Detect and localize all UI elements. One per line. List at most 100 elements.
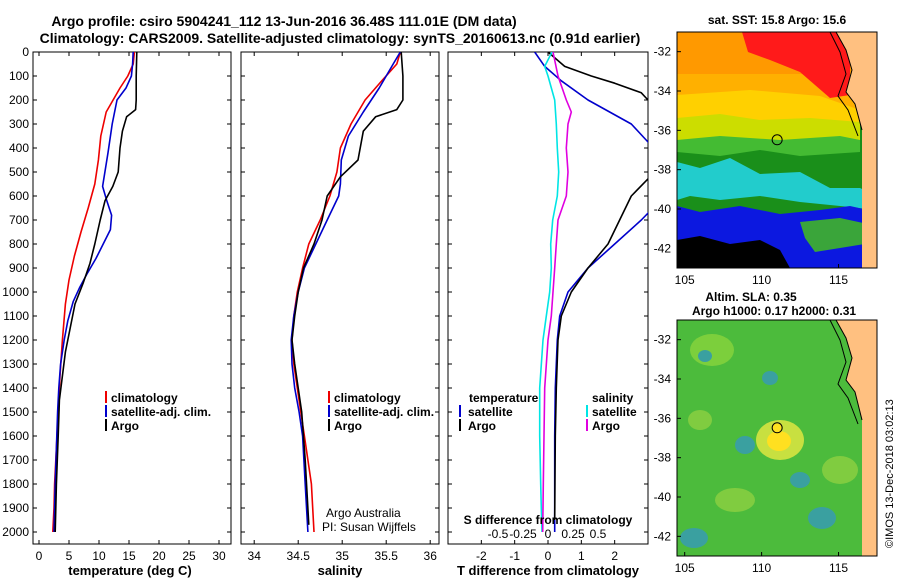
salinity-x-axis: 34 34.5 35 35.5 36 [248,52,438,563]
y-tick-label: 1200 [2,333,29,347]
difference-panel-frame [447,51,649,545]
x-tick-label: 35 [336,549,350,563]
x-tick-label: 15 [122,549,136,563]
s-tick-label: 0.25 [561,527,585,541]
map-y-tick-label: -34 [654,84,672,98]
map-y-tick-label: -40 [654,202,672,216]
map-y-tick-label: -40 [654,490,672,504]
title-line-1: Argo profile: csiro 5904241_112 13-Jun-2… [51,13,516,29]
x-tick-label: 1 [578,549,585,563]
salinity-x-label: salinity [318,563,364,578]
y-tick-label: 700 [9,213,29,227]
temperature-y-axis: 0 100 200 300 400 500 600 700 800 900 1000 1100 1200… [2,45,231,539]
y-tick-label: 500 [9,165,29,179]
series-line-climatology [291,52,402,533]
y-tick-label: 600 [9,189,29,203]
series-line-climatology [52,52,136,533]
salinity-series [290,52,404,533]
legend-label-climatology: climatology [111,391,178,405]
temperature-series [52,52,138,533]
sst-map-frame [676,31,878,269]
credit: ©IMOS 13-Dec-2018 03:02:13 [884,399,896,548]
y-tick-label: 900 [9,261,29,275]
sst-map [677,32,877,268]
x-tick-label: 35.5 [375,549,399,563]
series-line-temperature-satellite [534,52,648,532]
y-tick-label: 800 [9,237,29,251]
s-tick-label: -0.25 [509,527,537,541]
series-line-salinity-satellite [538,52,560,533]
sla-map-frame [676,319,878,557]
s-tick-label: -0.5 [488,527,509,541]
legend-label-sal-satellite: satellite [592,405,637,419]
salinity-panel-frame [240,51,440,545]
y-tick-label: 1500 [2,405,29,419]
difference-x-label: T difference from climatology [457,563,640,578]
sla-map-axes: -32 -34 -36 -38 -40 -42 105 110 115 [654,333,849,575]
s-difference-label: S difference from climatology [464,513,633,527]
map-y-tick-label: -34 [654,372,672,386]
s-tick-label: 0 [545,527,552,541]
x-tick-label: 0 [545,549,552,563]
x-tick-label: 10 [92,549,106,563]
map-y-tick-label: -42 [654,241,672,255]
x-tick-label: -2 [476,549,487,563]
temperature-x-axis: 0 5 10 15 20 25 30 [36,52,226,563]
map-y-tick-label: -32 [654,333,672,347]
y-tick-label: 300 [9,117,29,131]
map-y-tick-label: -38 [654,451,672,465]
series-line-temperature-argo [547,52,648,521]
sla-map [677,320,877,556]
legend-label-argo: Argo [334,419,362,433]
map-y-tick-label: -38 [654,163,672,177]
legend-label-climatology: climatology [334,391,401,405]
y-tick-label: 1800 [2,477,29,491]
y-tick-label: 1100 [3,309,29,323]
legend-label-temp-satellite: satellite [468,405,513,419]
difference-legend: temperature satellite Argo salinity sate… [459,391,637,433]
x-tick-label: 20 [152,549,166,563]
sst-map-title: sat. SST: 15.8 Argo: 15.6 [708,13,847,27]
sla-map-title-2: Argo h1000: 0.17 h2000: 0.31 [692,304,856,318]
annotation-pi: PI: Susan Wijffels [322,520,416,534]
title-line-2: Climatology: CARS2009. Satellite-adjuste… [40,30,641,46]
y-tick-label: 0 [22,45,29,59]
sst-map-axes: -32 -34 -36 -38 -40 -42 105 110 115 [654,45,849,287]
x-tick-label: 34.5 [287,549,311,563]
y-tick-label: 100 [9,69,29,83]
legend-title-salinity: salinity [592,391,634,405]
legend-label-satellite: satellite-adj. clim. [111,405,211,419]
series-line-satellite-adj-clim- [53,52,134,533]
map-y-tick-label: -36 [654,123,672,137]
x-tick-label: 36 [424,549,438,563]
s-tick-label: 0.5 [590,527,607,541]
sst-profile-marker [771,134,783,146]
x-tick-label: 2 [611,549,618,563]
difference-x-axis: -2 -1 0 1 2 [476,52,618,563]
legend-label-argo: Argo [111,419,139,433]
x-tick-label: 25 [182,549,196,563]
x-tick-label: 34 [248,549,262,563]
y-tick-label: 1400 [2,381,29,395]
map-x-tick-label: 110 [752,561,771,575]
temperature-panel-frame [32,51,232,545]
legend-label-satellite: satellite-adj. clim. [334,405,434,419]
map-x-tick-label: 115 [829,273,848,287]
series-line-argo [291,52,404,525]
temperature-x-label: temperature (deg C) [68,563,192,578]
map-y-tick-label: -36 [654,411,672,425]
y-tick-label: 1300 [2,357,29,371]
series-line-salinity-argo [541,52,573,533]
legend-label-temp-argo: Argo [468,419,496,433]
salinity-difference-axis: -0.5 -0.25 0 0.25 0.5 [488,527,607,541]
map-x-tick-label: 105 [675,561,695,575]
y-tick-label: 400 [9,141,29,155]
map-x-tick-label: 105 [675,273,695,287]
y-tick-label: 1700 [2,453,29,467]
salinity-y-axis [241,51,439,533]
map-y-tick-label: -32 [654,45,672,59]
legend-label-sal-argo: Argo [592,419,620,433]
x-tick-label: -1 [509,549,520,563]
series-line-satellite-adj-clim- [290,52,401,533]
